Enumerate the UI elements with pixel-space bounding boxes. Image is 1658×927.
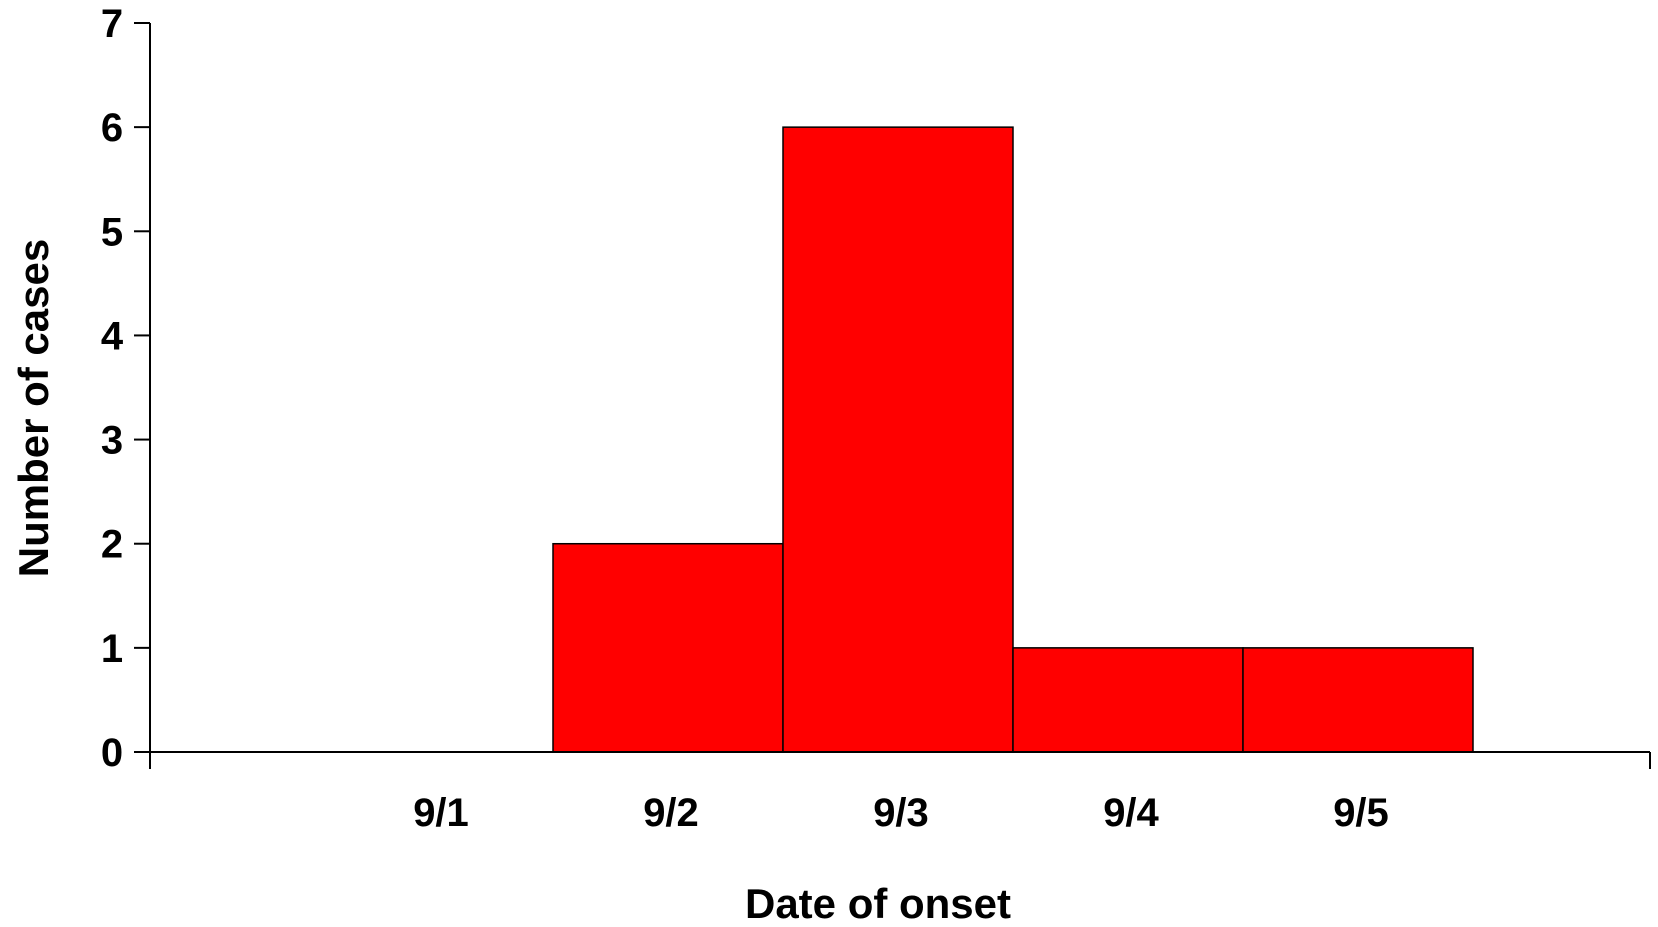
bar-9-4 bbox=[1012, 647, 1244, 753]
y-tick-label: 1 bbox=[101, 627, 123, 671]
bar-9-3 bbox=[782, 126, 1014, 753]
y-tick-label: 4 bbox=[101, 314, 124, 358]
y-tick-label: 6 bbox=[101, 106, 123, 150]
x-tick-label: 9/3 bbox=[873, 791, 929, 835]
y-axis-title: Number of cases bbox=[10, 239, 57, 577]
y-tick-label: 7 bbox=[101, 2, 123, 46]
bar-9-2 bbox=[552, 542, 784, 753]
y-tick-label: 0 bbox=[101, 731, 123, 775]
x-tick-label: 9/4 bbox=[1103, 791, 1159, 835]
x-axis-title: Date of onset bbox=[745, 880, 1011, 927]
bar-9-5 bbox=[1242, 647, 1474, 753]
x-tick-label: 9/1 bbox=[413, 791, 469, 835]
x-axis-ticks: 9/1 9/2 9/3 9/4 9/5 bbox=[413, 752, 1651, 835]
y-axis-ticks: 0 1 2 3 4 5 6 7 bbox=[101, 2, 150, 775]
x-tick-label: 9/2 bbox=[643, 791, 699, 835]
y-tick-label: 3 bbox=[101, 419, 123, 463]
x-tick-label: 9/5 bbox=[1333, 791, 1389, 835]
y-tick-label: 5 bbox=[101, 210, 123, 254]
bars-group bbox=[552, 126, 1474, 753]
y-tick-label: 2 bbox=[101, 523, 123, 567]
